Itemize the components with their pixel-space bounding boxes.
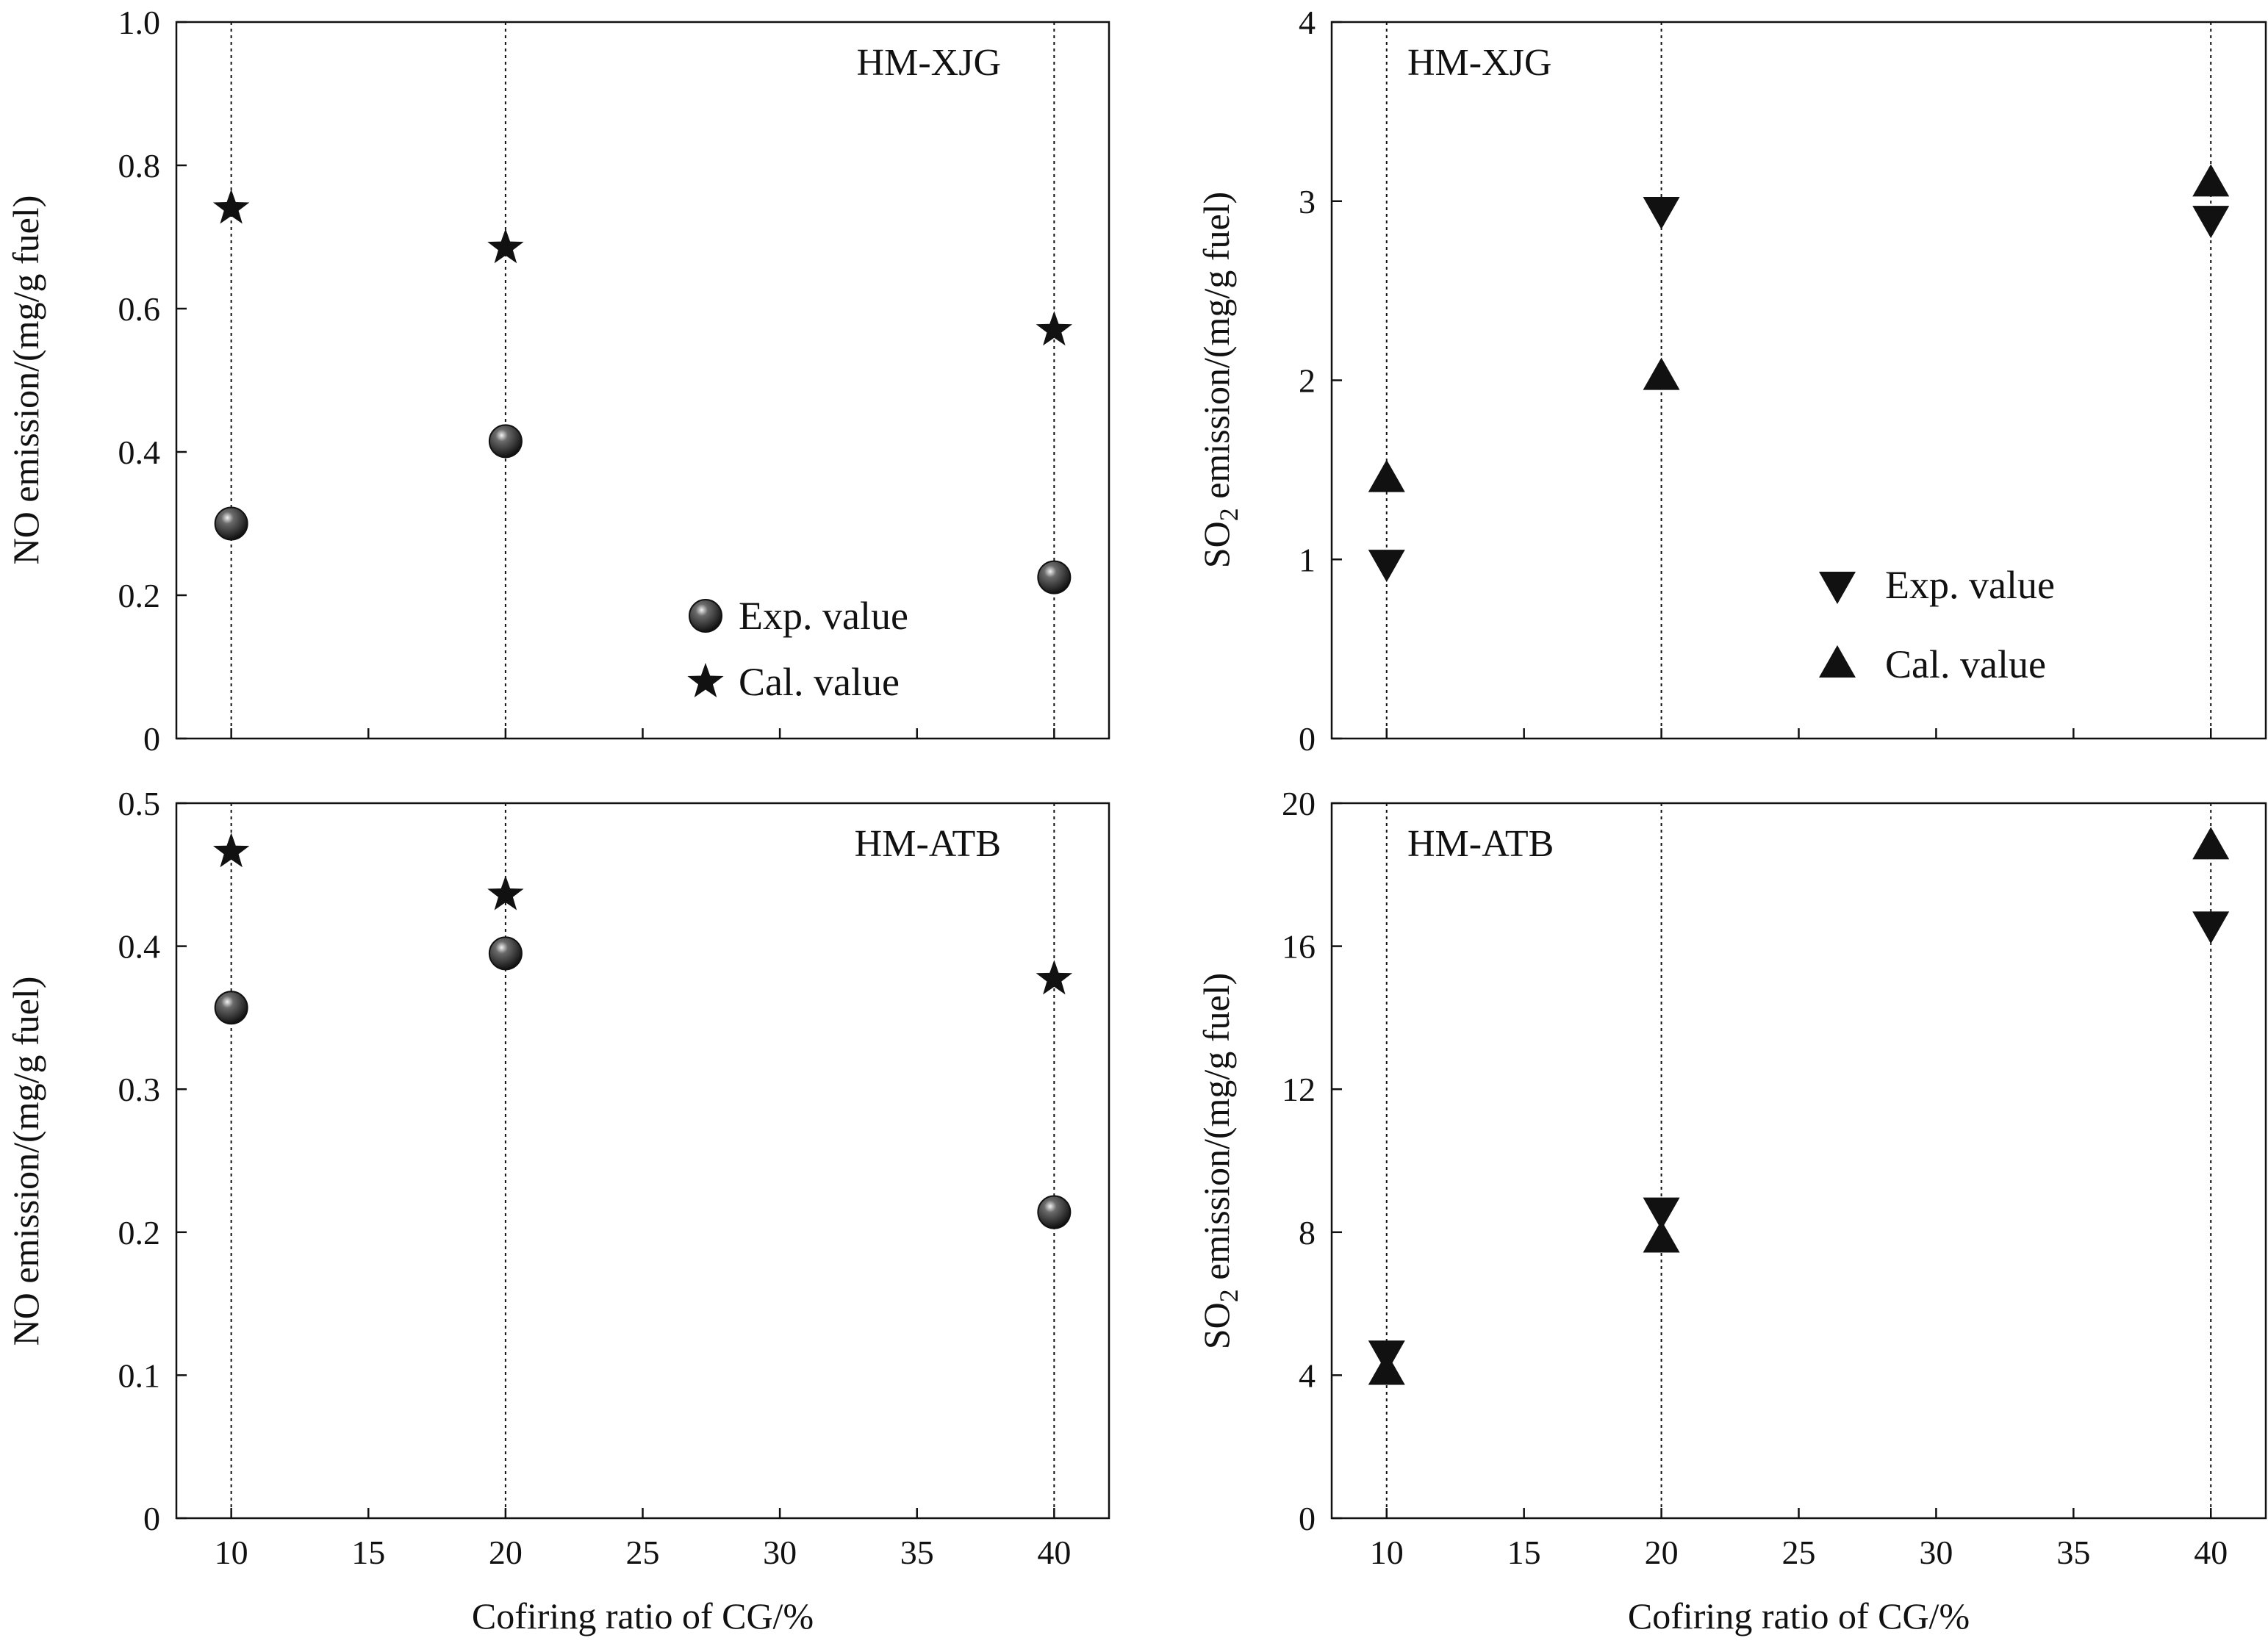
y-tick-label: 0.4 xyxy=(118,434,161,471)
panel-no-atb: 10 15 20 25 30 35 40 0 0.1 0.2 0.3 0.4 0.5 NO emissio… xyxy=(5,785,1110,1637)
y-tick-label: 3 xyxy=(1299,183,1316,220)
x-tick-label: 25 xyxy=(1782,1534,1816,1571)
data-point-triangle-down xyxy=(1643,196,1680,229)
data-point-triangle-down xyxy=(2192,206,2230,239)
panel-so2-atb: 10 15 20 25 30 35 40 0 4 8 12 16 20 SO2 emission/(mg/… xyxy=(1196,785,2267,1637)
x-tick-label: 10 xyxy=(1370,1534,1404,1571)
plot-frame xyxy=(175,802,1110,1520)
x-tick-label: 35 xyxy=(2056,1534,2090,1571)
data-point-triangle-up xyxy=(1643,357,1680,390)
y-tick-label: 16 xyxy=(1282,928,1316,966)
x-axis-label: Cofiring ratio of CG/% xyxy=(1628,1595,1970,1637)
data-point-triangle-up xyxy=(1368,1352,1405,1385)
legend-label: Exp. value xyxy=(1885,563,2055,607)
plot-frame xyxy=(1330,802,2267,1520)
y-tick-label: 0.4 xyxy=(118,928,161,966)
legend-label: Cal. value xyxy=(1885,642,2046,686)
y-axis-label: SO2 emission/(mg/g fuel) xyxy=(1196,973,1244,1349)
data-point-star xyxy=(212,833,250,868)
legend: Exp. value Cal. value xyxy=(687,594,908,704)
data-point-sphere xyxy=(488,424,523,459)
data-point-sphere xyxy=(214,506,248,541)
y-tick-label: 0.8 xyxy=(118,147,161,184)
y-tick-label: 20 xyxy=(1282,785,1316,822)
legend-label: Exp. value xyxy=(739,594,908,638)
data-point-sphere xyxy=(1037,560,1072,594)
y-axis-label: SO2 emission/(mg/g fuel) xyxy=(1196,192,1244,568)
legend-marker xyxy=(687,663,724,697)
panel-label: HM-XJG xyxy=(1407,42,1551,84)
data-point-star xyxy=(487,229,524,264)
y-tick-label: 1.0 xyxy=(118,4,161,41)
x-tick-label: 30 xyxy=(1919,1534,1953,1571)
data-point-triangle-down xyxy=(1643,1197,1680,1230)
data-point-triangle-down xyxy=(2192,911,2230,944)
x-axis-label: Cofiring ratio of CG/% xyxy=(472,1595,814,1637)
data-point-triangle-up xyxy=(2192,827,2230,860)
x-tick-label: 15 xyxy=(351,1534,385,1571)
legend-label: Cal. value xyxy=(739,660,900,704)
data-point-star xyxy=(1036,311,1073,346)
y-tick-label: 0.1 xyxy=(118,1357,161,1394)
x-tick-label: 20 xyxy=(1645,1534,1679,1571)
data-point-star xyxy=(1036,960,1073,995)
y-axis-label: NO emission/(mg/g fuel) xyxy=(5,195,46,565)
legend: Exp. value Cal. value xyxy=(1819,563,2055,686)
y-tick-label: 0.3 xyxy=(118,1071,161,1108)
panel-label: HM-ATB xyxy=(1407,823,1554,865)
x-tick-label: 35 xyxy=(900,1534,934,1571)
data-point-star xyxy=(487,875,524,910)
y-axis-label: NO emission/(mg/g fuel) xyxy=(5,977,46,1346)
panel-so2-xjg: 0 1 2 3 4 SO2 emission/(mg/g fuel) HM-XJG Exp. … xyxy=(1196,4,2267,758)
legend-marker xyxy=(689,599,722,633)
x-tick-label: 20 xyxy=(489,1534,523,1571)
plot-frame xyxy=(175,21,1110,740)
x-tick-label: 15 xyxy=(1507,1534,1541,1571)
panel-label: HM-ATB xyxy=(855,823,1001,865)
panel-label: HM-XJG xyxy=(857,42,1001,84)
data-point-triangle-down xyxy=(1368,550,1405,583)
legend-marker xyxy=(1819,572,1856,604)
data-point-star xyxy=(212,189,250,224)
y-tick-label: 0.6 xyxy=(118,290,161,328)
y-tick-label: 0 xyxy=(143,720,160,758)
y-tick-label: 0.5 xyxy=(118,785,161,822)
x-tick-label: 30 xyxy=(763,1534,797,1571)
y-tick-label: 12 xyxy=(1282,1071,1316,1108)
x-tick-label: 10 xyxy=(215,1534,248,1571)
data-point-sphere xyxy=(488,936,523,971)
data-point-triangle-up xyxy=(2192,164,2230,197)
y-tick-label: 0.2 xyxy=(118,1214,161,1251)
y-tick-label: 0 xyxy=(143,1500,160,1537)
y-tick-label: 0 xyxy=(1299,720,1316,758)
data-point-triangle-up xyxy=(1643,1220,1680,1253)
x-tick-label: 25 xyxy=(626,1534,660,1571)
y-tick-label: 0.2 xyxy=(118,577,161,614)
y-tick-label: 1 xyxy=(1299,541,1316,578)
data-point-sphere xyxy=(214,991,248,1025)
y-tick-label: 8 xyxy=(1299,1214,1316,1251)
panel-no-xjg: 0 0.2 0.4 0.6 0.8 1.0 NO emission/(mg/g fuel) H… xyxy=(5,4,1110,758)
data-point-triangle-up xyxy=(1368,459,1405,492)
y-tick-label: 0 xyxy=(1299,1500,1316,1537)
data-point-sphere xyxy=(1037,1195,1072,1229)
y-tick-label: 4 xyxy=(1299,4,1316,41)
x-tick-label: 40 xyxy=(1037,1534,1071,1571)
y-tick-label: 2 xyxy=(1299,362,1316,400)
plot-frame xyxy=(1330,21,2267,740)
legend-marker xyxy=(1819,645,1856,678)
y-tick-label: 4 xyxy=(1299,1357,1316,1394)
x-tick-label: 40 xyxy=(2194,1534,2228,1571)
